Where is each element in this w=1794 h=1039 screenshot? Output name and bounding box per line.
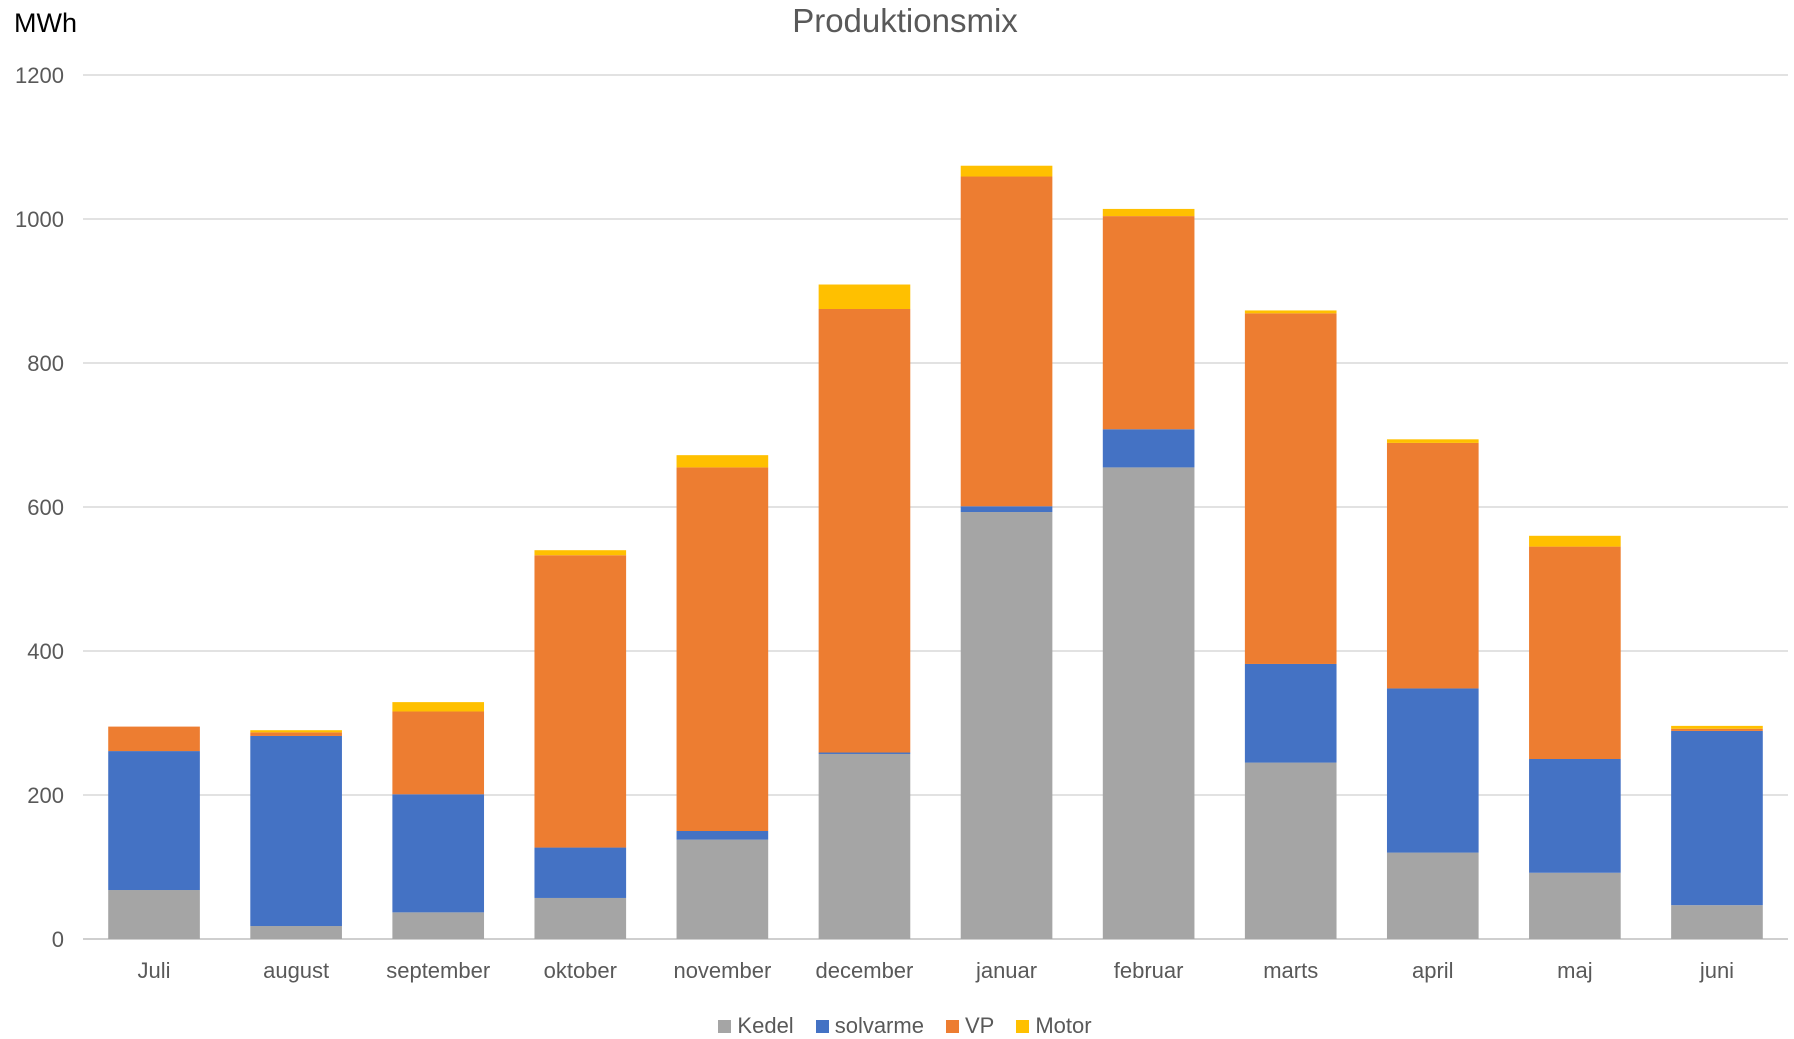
- bar-segment: [818, 284, 911, 309]
- bar-segment: [818, 753, 911, 939]
- bar-segment: [676, 467, 769, 831]
- bar-segment: [1529, 872, 1621, 939]
- bar-segment: [818, 309, 911, 753]
- x-tick-label: januar: [975, 958, 1037, 983]
- legend-label: Motor: [1035, 1013, 1092, 1038]
- bar-segment: [1386, 442, 1479, 689]
- bar-segment: [1386, 688, 1479, 853]
- legend-swatch: [945, 1019, 959, 1033]
- bar-segment: [1386, 852, 1479, 939]
- legend: Kedel solvarme VP Motor: [0, 1013, 1794, 1039]
- x-tick-label: september: [386, 958, 490, 983]
- bar-segment: [534, 847, 627, 898]
- bar-segment: [960, 165, 1053, 177]
- bar-segment: [1244, 310, 1337, 314]
- legend-swatch: [1016, 1019, 1030, 1033]
- y-tick-label: 1200: [15, 63, 64, 88]
- x-tick-label: april: [1412, 958, 1454, 983]
- legend-label: solvarme: [834, 1013, 924, 1038]
- y-axis-unit-label: MWh: [14, 8, 77, 38]
- bar-segment: [676, 839, 769, 939]
- bar-segment: [108, 726, 200, 752]
- bar-segment: [1671, 730, 1763, 906]
- y-tick-label: 1000: [15, 207, 64, 232]
- legend-item: Kedel: [718, 1013, 794, 1039]
- bar-segment: [392, 794, 485, 913]
- bar-segment: [1386, 439, 1479, 443]
- bar-segment: [108, 751, 200, 891]
- x-tick-label: februar: [1114, 958, 1184, 983]
- bar-segment: [1102, 208, 1195, 217]
- bar-segment: [250, 926, 342, 939]
- bar-segment: [1102, 429, 1195, 468]
- bar-segment: [1244, 663, 1337, 763]
- legend-item: VP: [945, 1013, 995, 1039]
- x-tick-label: maj: [1557, 958, 1592, 983]
- x-tick-label: marts: [1263, 958, 1318, 983]
- chart-title: Produktionsmix: [792, 2, 1018, 39]
- bar-segment: [250, 735, 342, 927]
- bar-segment: [1529, 759, 1621, 873]
- x-tick-label: august: [263, 958, 329, 983]
- bar-segment: [250, 732, 342, 736]
- bar-segment: [1671, 728, 1763, 731]
- y-tick-label: 800: [27, 351, 64, 376]
- x-tick-label: december: [816, 958, 914, 983]
- bar-segment: [1529, 546, 1621, 759]
- legend-label: VP: [964, 1013, 995, 1038]
- bar-segment: [960, 506, 1053, 513]
- bar-segment: [960, 512, 1053, 939]
- bar-segment: [676, 455, 769, 468]
- bar-segment: [1244, 762, 1337, 939]
- x-tick-label: november: [673, 958, 771, 983]
- bar-segment: [392, 711, 485, 795]
- bar-segment: [250, 730, 342, 733]
- y-tick-label: 600: [27, 495, 64, 520]
- bar-segment: [1671, 905, 1763, 939]
- legend-swatch: [815, 1019, 829, 1033]
- bar-segment: [1529, 535, 1621, 547]
- bar-segment: [818, 752, 911, 754]
- legend-item: Motor: [1016, 1013, 1092, 1039]
- bar-segment: [1102, 467, 1195, 939]
- y-tick-label: 0: [52, 927, 64, 952]
- y-tick-label: 200: [27, 783, 64, 808]
- bar-segment: [960, 176, 1053, 507]
- bar-segment: [392, 912, 485, 939]
- bar-segment: [534, 550, 627, 556]
- bar-segment: [1671, 725, 1763, 729]
- y-tick-label: 400: [27, 639, 64, 664]
- bar-segment: [108, 890, 200, 939]
- legend-item: solvarme: [815, 1013, 924, 1039]
- bar-segment: [1244, 313, 1337, 664]
- x-tick-label: juni: [1699, 958, 1734, 983]
- bar-segment: [1102, 216, 1195, 430]
- x-tick-label: Juli: [138, 958, 171, 983]
- bar-segment: [392, 702, 485, 712]
- bar-segment: [676, 831, 769, 840]
- x-tick-label: oktober: [544, 958, 617, 983]
- bar-segment: [534, 897, 627, 939]
- legend-swatch: [718, 1019, 732, 1033]
- legend-label: Kedel: [737, 1013, 794, 1038]
- bar-segment: [534, 555, 627, 848]
